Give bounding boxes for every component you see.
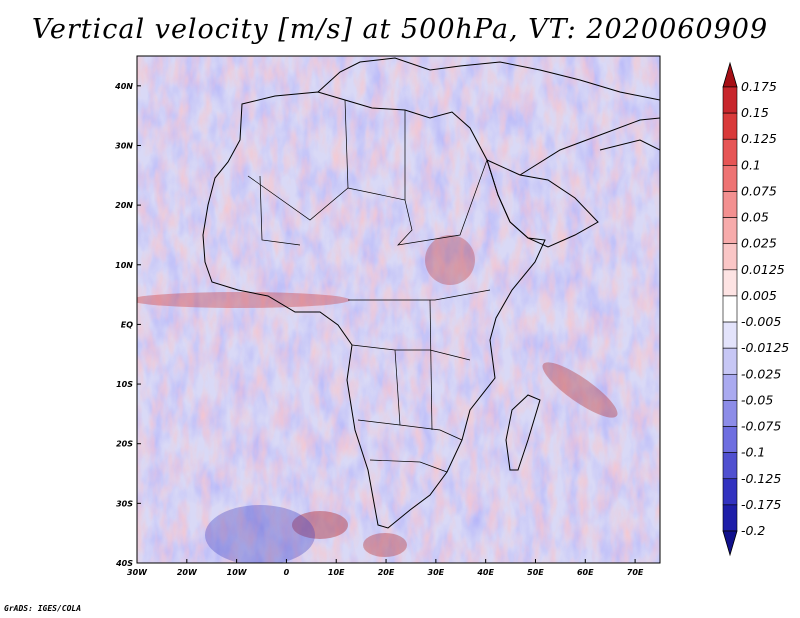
colorbar-segment bbox=[722, 165, 738, 192]
map-frame bbox=[136, 55, 661, 564]
y-tick-label: 30N bbox=[115, 141, 133, 150]
x-tick-label: 40E bbox=[476, 568, 494, 577]
y-tick-label: EQ bbox=[121, 320, 133, 329]
colorbar-segment bbox=[722, 217, 738, 245]
colorbar-label: -0.05 bbox=[741, 392, 773, 407]
colorbar-segment bbox=[722, 478, 738, 506]
colorbar-label: 0.0125 bbox=[741, 262, 785, 277]
colorbar-segment bbox=[722, 426, 738, 453]
colorbar-label: 0.075 bbox=[741, 183, 777, 198]
colorbar-label: 0.125 bbox=[741, 131, 777, 146]
colorbar-segment bbox=[722, 347, 738, 375]
colorbar-segment bbox=[722, 191, 738, 218]
colorbar-label: 0.15 bbox=[741, 105, 769, 120]
y-tick-label: 10N bbox=[115, 261, 133, 270]
colorbar-label: -0.175 bbox=[741, 497, 781, 512]
x-tick-label: 10E bbox=[328, 568, 345, 577]
colorbar: 0.175 0.15 0.125 0.1 0.075 0.05 0.025 0.0125 0.0… bbox=[722, 61, 789, 557]
x-tick-label: 70E bbox=[627, 568, 644, 577]
map-title: Vertical velocity [m/s] at 500hPa, VT: 2… bbox=[31, 14, 769, 45]
colorbar-segment bbox=[722, 295, 738, 323]
x-tick-label: 0 bbox=[284, 568, 290, 577]
x-tick-label: 30E bbox=[428, 568, 445, 577]
colorbar-label: -0.075 bbox=[741, 419, 781, 434]
x-tick-label: 30W bbox=[127, 568, 148, 577]
grads-credit: GrADS: IGES/COLA bbox=[4, 604, 82, 613]
colorbar-label: 0.05 bbox=[741, 210, 769, 225]
colorbar-label: -0.025 bbox=[741, 366, 781, 381]
x-tick-label: 20E bbox=[378, 568, 395, 577]
colorbar-bottom-arrow bbox=[722, 530, 738, 557]
colorbar-segment bbox=[722, 321, 738, 349]
y-tick-label: 40S bbox=[115, 559, 133, 568]
colorbar-segment bbox=[722, 269, 738, 297]
colorbar-segment bbox=[722, 400, 738, 427]
y-tick-label: 30S bbox=[116, 499, 133, 508]
velocity-field bbox=[137, 56, 660, 563]
colorbar-label: -0.2 bbox=[741, 523, 765, 538]
colorbar-label: -0.005 bbox=[741, 314, 781, 329]
colorbar-label: -0.125 bbox=[741, 471, 781, 486]
y-tick-label: 10S bbox=[116, 380, 133, 389]
y-tick-label: 40N bbox=[114, 82, 133, 91]
colorbar-segment bbox=[722, 112, 738, 140]
colorbar-label: 0.175 bbox=[741, 79, 777, 94]
colorbar-label: -0.0125 bbox=[741, 340, 789, 355]
colorbar-label: 0.005 bbox=[741, 288, 777, 303]
colorbar-segment bbox=[722, 504, 738, 532]
colorbar-top-arrow bbox=[722, 61, 738, 88]
x-tick-label: 10W bbox=[227, 568, 248, 577]
y-axis-ticks: 40N 30N 20N 10N EQ 10S 20S 30S 40S bbox=[114, 82, 141, 568]
colorbar-segment bbox=[722, 243, 738, 271]
colorbar-segment bbox=[722, 138, 738, 166]
colorbar-label: 0.1 bbox=[741, 157, 761, 172]
colorbar-label: -0.1 bbox=[741, 445, 765, 460]
x-tick-label: 60E bbox=[577, 568, 594, 577]
colorbar-segment bbox=[722, 452, 738, 480]
country-borders bbox=[247, 99, 491, 473]
x-axis-ticks: 30W 20W 10W 0 10E 20E 30E 40E 50E 60E 70E bbox=[127, 559, 644, 577]
colorbar-segment bbox=[722, 86, 738, 114]
x-tick-label: 20W bbox=[177, 568, 198, 577]
colorbar-segment bbox=[722, 373, 738, 401]
x-tick-label: 50E bbox=[527, 568, 544, 577]
y-tick-label: 20S bbox=[116, 440, 133, 449]
y-tick-label: 20N bbox=[115, 201, 133, 210]
colorbar-label: 0.025 bbox=[741, 236, 777, 251]
